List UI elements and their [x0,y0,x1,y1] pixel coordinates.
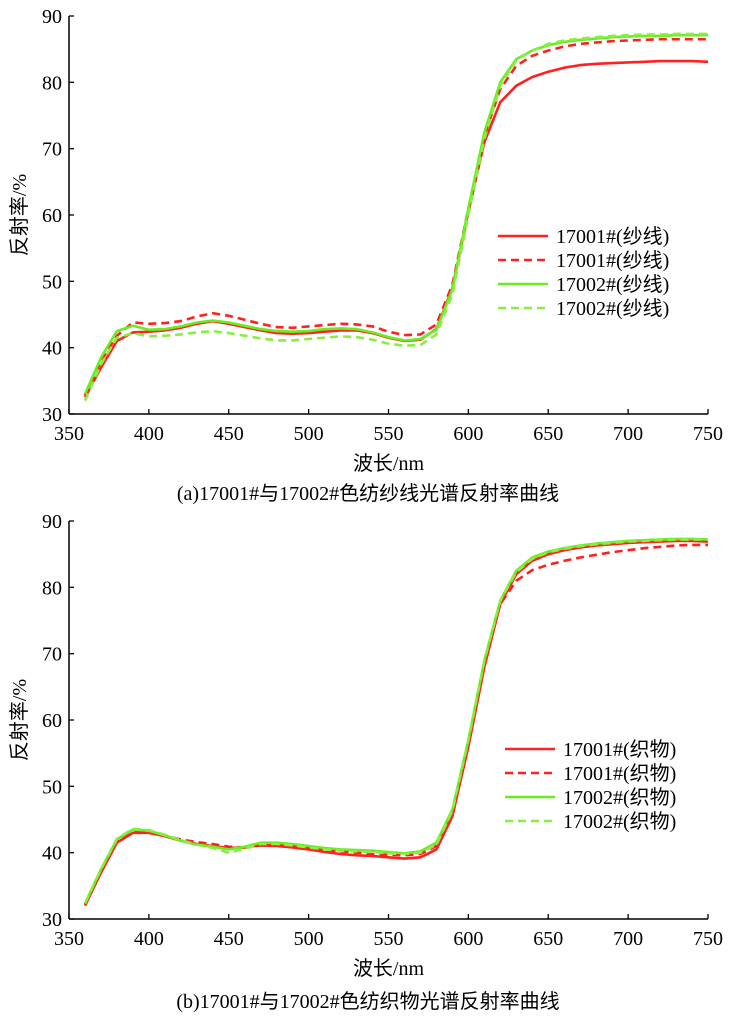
series-line-1 [83,539,709,907]
x-tick-label: 700 [613,928,643,950]
legend-label-3: 17002#(织物) [563,786,676,809]
y-tick-label: 30 [42,404,62,426]
x-tick-label: 750 [693,928,723,950]
y-tick-label: 50 [42,271,62,293]
y-axis-title: 反射率/% [8,174,31,256]
x-tick-label: 550 [374,423,404,445]
x-tick-label: 400 [134,423,164,445]
x-tick-label: 650 [533,423,563,445]
x-tick-label: 700 [613,423,643,445]
x-tick-label: 450 [214,928,244,950]
series-line-3 [83,537,709,905]
x-axis-title: 波长/nm [353,452,425,475]
y-tick-label: 30 [42,909,62,931]
legend: 17001#(纱线)17001#(纱线)17002#(纱线)17002#(纱线) [498,225,669,320]
x-axis-title: 波长/nm [353,957,425,980]
legend-label-4: 17002#(纱线) [556,297,669,320]
y-tick-label: 80 [42,577,62,599]
legend-label-1: 17001#(织物) [563,738,676,761]
y-tick-label: 80 [42,72,62,94]
chart-panel-a: 350 400 450 500 550 600 650 700 750 30 40 50 60 70 80 9… [8,6,723,505]
x-tick-label: 600 [453,423,483,445]
x-tick-label: 450 [214,423,244,445]
series-line-4 [83,32,708,402]
x-tick-label: 600 [453,928,483,950]
x-tick-label: 350 [54,423,84,445]
y-tick-label: 70 [42,139,62,161]
y-tick-label: 60 [42,205,62,227]
legend-label-3: 17002#(纱线) [556,273,669,296]
series-line-4 [83,538,708,904]
y-tick-label: 40 [42,843,62,865]
figure-caption: (b)17001#与17002#色纺织物光谱反射率曲线 [176,990,559,1013]
y-axis-title: 反射率/% [8,679,31,761]
legend: 17001#(织物)17001#(织物)17002#(织物)17002#(织物) [505,738,676,833]
series-line-2 [83,37,708,396]
chart-panel-b: 350 400 450 500 550 600 650 700 750 30 40 50 60 70 80 9… [8,511,723,1013]
y-tick-label: 50 [42,776,62,798]
figure-caption: (a)17001#与17002#色纺纱线光谱反射率曲线 [177,482,559,505]
y-tick-label: 90 [42,511,62,533]
legend-label-2: 17001#(织物) [563,762,676,785]
series-line-3 [83,33,708,395]
series-line-2 [83,543,708,905]
legend-label-1: 17001#(纱线) [556,225,669,248]
x-tick-label: 400 [134,928,164,950]
x-tick-label: 350 [54,928,84,950]
y-tick-label: 70 [42,644,62,666]
x-tick-label: 500 [294,423,324,445]
x-tick-label: 550 [374,928,404,950]
y-tick-label: 40 [42,338,62,360]
legend-label-4: 17002#(织物) [563,810,676,833]
x-tick-label: 650 [533,928,563,950]
x-tick-label: 750 [693,423,723,445]
legend-label-2: 17001#(纱线) [556,249,669,272]
y-tick-label: 90 [42,6,62,28]
y-tick-label: 60 [42,710,62,732]
x-tick-label: 500 [294,928,324,950]
